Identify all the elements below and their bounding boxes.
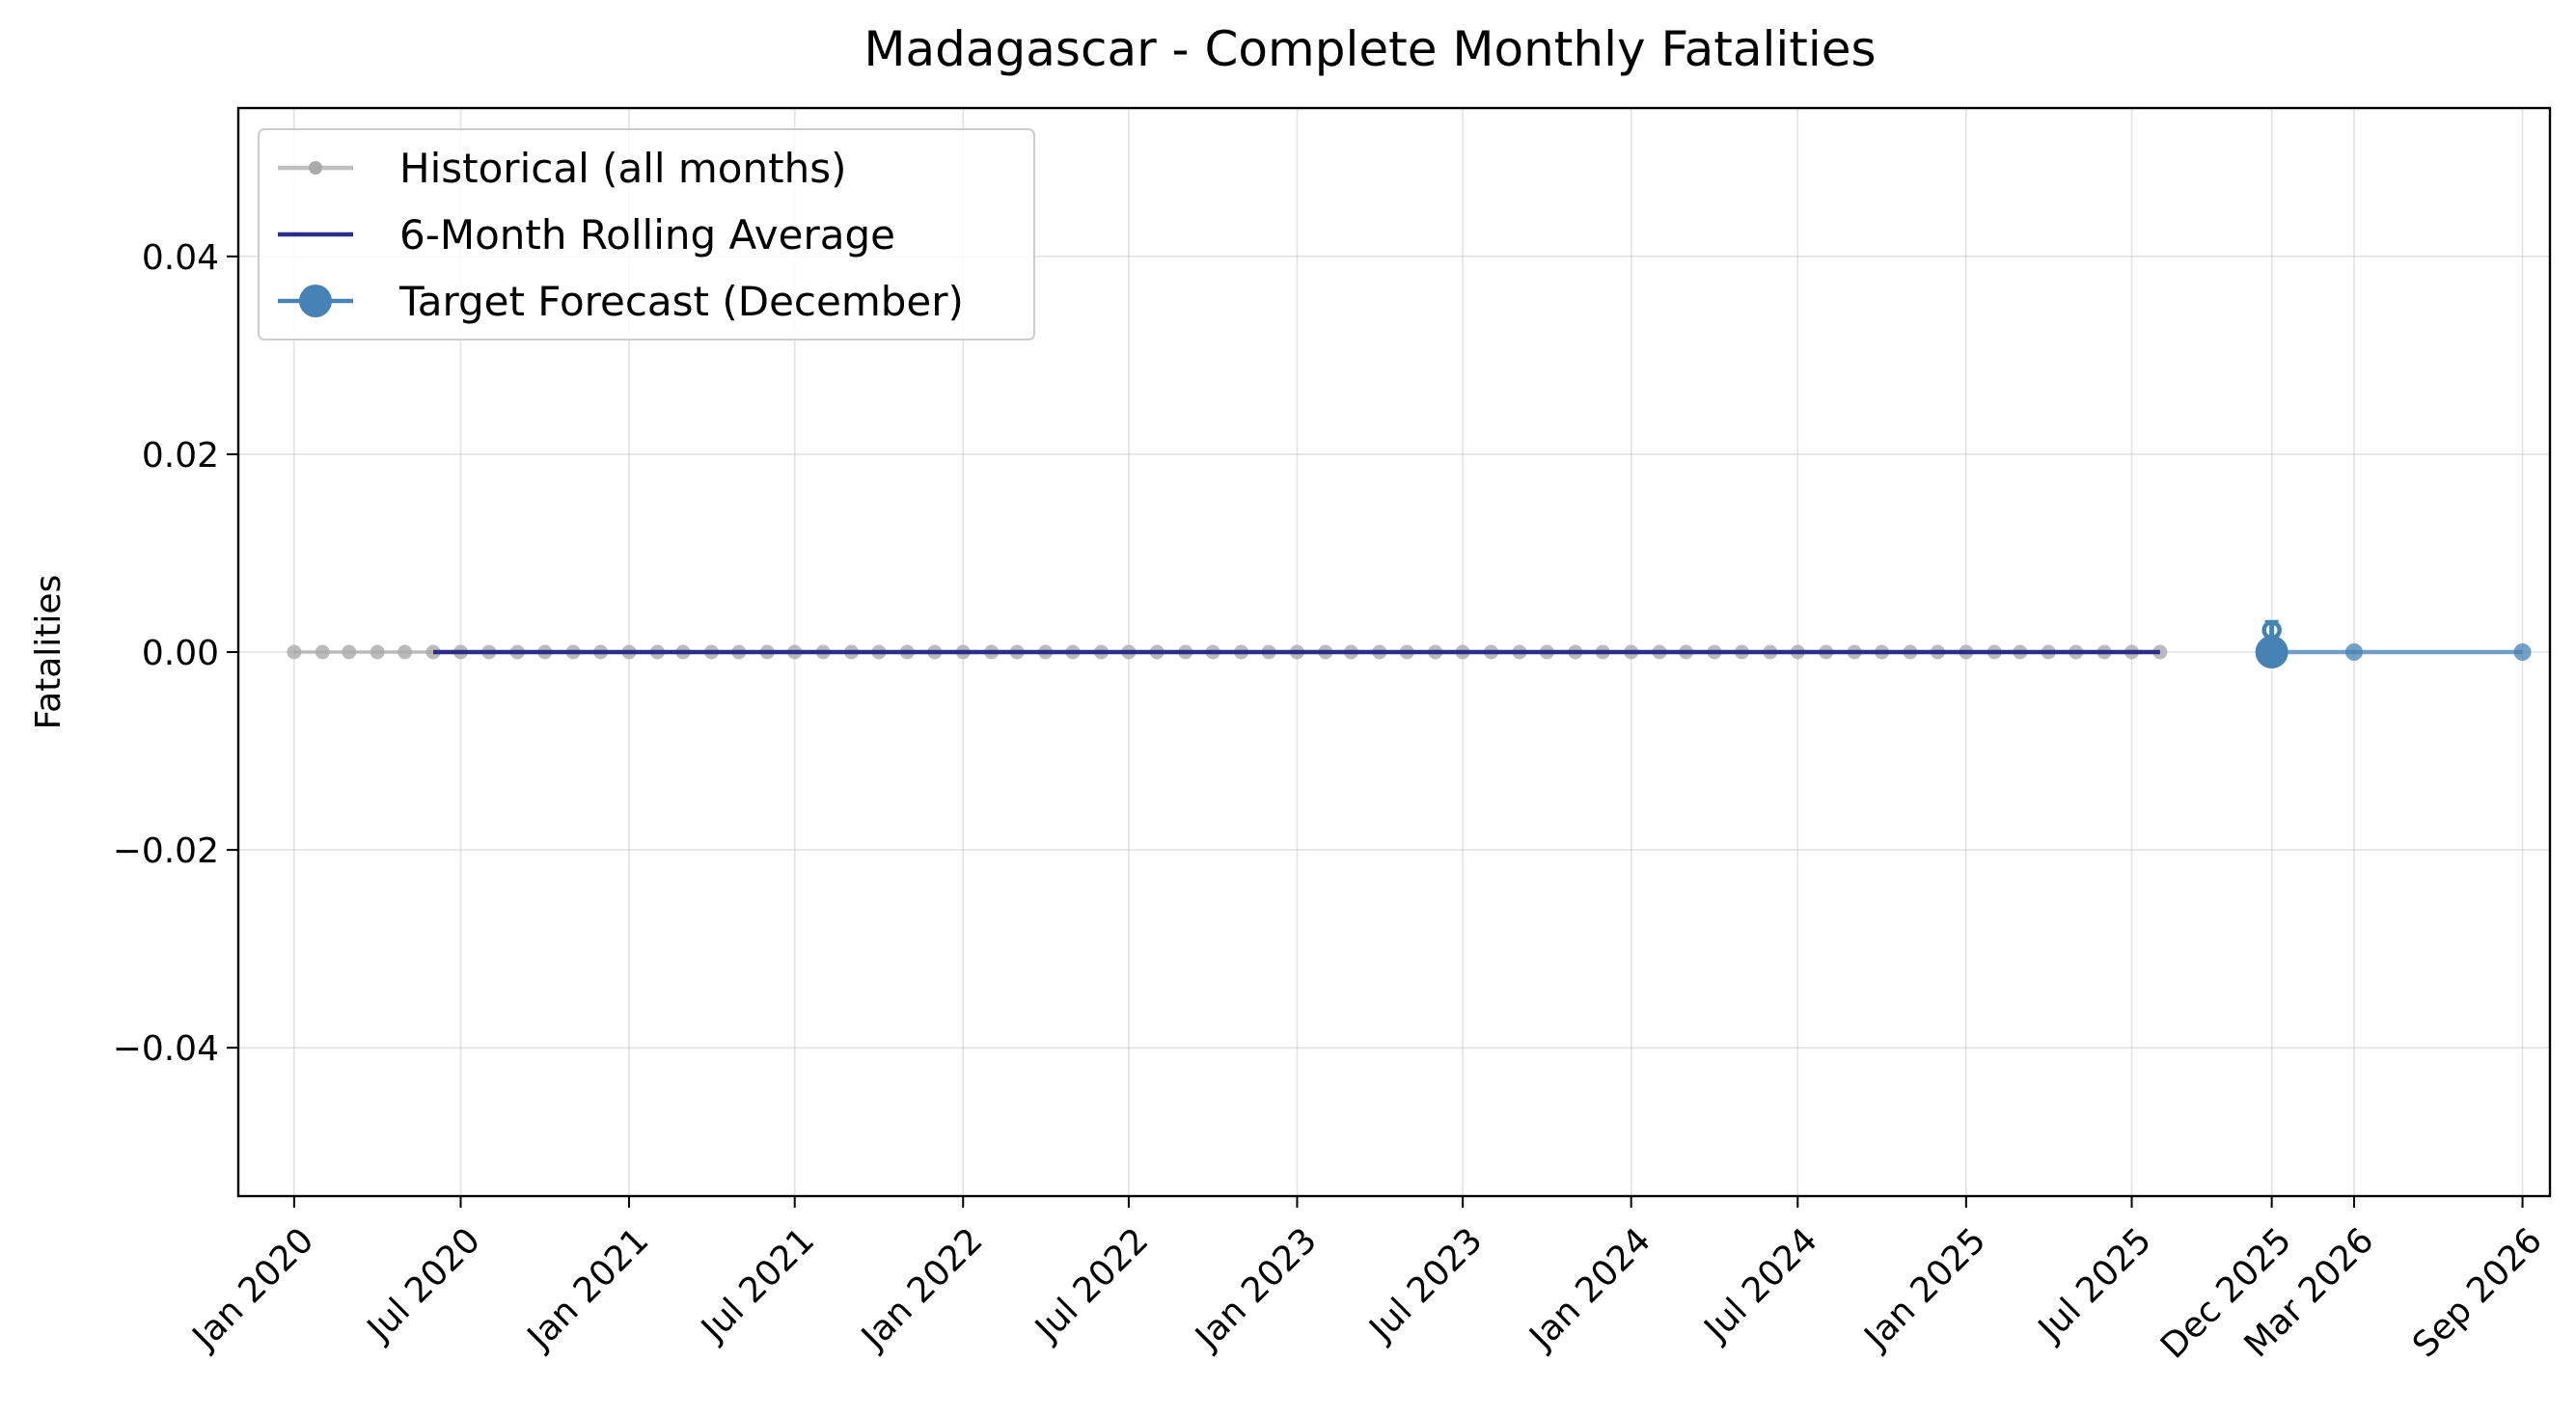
legend-marker — [309, 161, 322, 175]
historical-point — [370, 644, 385, 660]
historical-point — [287, 644, 302, 660]
legend: Historical (all months) 6-Month Rolling A… — [258, 128, 1035, 341]
forecast-point — [2513, 643, 2532, 661]
y-axis-label: Fatalities — [29, 575, 69, 730]
legend-label: Target Forecast (December) — [398, 278, 964, 325]
historical-point — [342, 644, 357, 660]
legend-item-historical: Historical (all months) — [278, 145, 846, 192]
legend-label: Historical (all months) — [399, 145, 846, 192]
chart-title: Madagascar - Complete Monthly Fatalities — [863, 21, 1876, 77]
y-axis: −0.04 −0.02 0.00 0.02 0.04 — [113, 238, 238, 1069]
legend-box — [258, 128, 1035, 341]
y-tick-label: 0.00 — [142, 634, 219, 673]
y-tick-label: 0.04 — [142, 238, 219, 278]
y-tick-label: 0.02 — [142, 436, 219, 476]
target-forecast-point — [2255, 636, 2288, 668]
y-tick-label: −0.02 — [113, 831, 219, 871]
legend-item-rolling-average: 6-Month Rolling Average — [278, 211, 895, 259]
historical-point — [397, 644, 413, 660]
y-tick-label: −0.04 — [113, 1029, 219, 1069]
series-layer — [287, 619, 2532, 668]
historical-point — [2152, 644, 2168, 660]
forecast-point — [2345, 643, 2364, 661]
legend-marker — [299, 285, 332, 317]
legend-item-target-forecast: Target Forecast (December) — [278, 278, 964, 325]
legend-label: 6-Month Rolling Average — [399, 211, 895, 259]
historical-point — [315, 644, 330, 660]
